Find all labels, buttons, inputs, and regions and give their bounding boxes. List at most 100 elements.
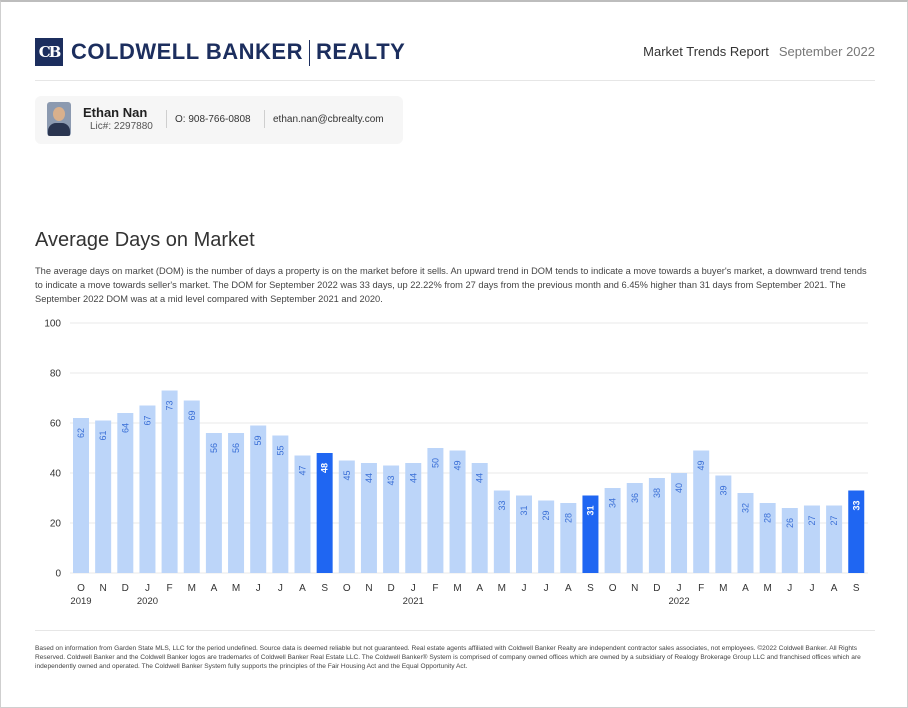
bar	[449, 450, 466, 573]
dom-bar-chart: 0 20 40 60 80 100 62 61 64 67 73 69 56 56 59 55 47 48 45 4…	[44, 319, 868, 607]
brand-divider	[308, 40, 310, 67]
bar-value-label: 33	[497, 501, 507, 511]
bar	[383, 465, 400, 573]
x-tick-label: A	[476, 583, 483, 594]
bar	[538, 500, 555, 573]
x-tick-label: J	[278, 583, 283, 594]
chart-grid: 0 20 40 60 80 100	[44, 319, 868, 580]
bar	[781, 508, 798, 573]
x-year-label: 2022	[668, 596, 689, 607]
bar-value-label: 49	[696, 461, 706, 471]
report-title: Market Trends Report	[643, 44, 769, 59]
x-tick-label: A	[299, 583, 306, 594]
agent-license: Lic#: 2297880	[90, 121, 153, 132]
agent-card: Ethan Nan Lic#: 2297880 O: 908-766-0808 …	[35, 96, 403, 144]
y-tick-label: 20	[50, 519, 62, 530]
bar-value-label: 43	[386, 476, 396, 486]
bar	[803, 505, 820, 573]
bar-value-label: 59	[253, 436, 263, 446]
bar-value-label: 48	[320, 463, 330, 473]
section-title: Average Days on Market	[35, 229, 255, 251]
bar-value-label: 31	[585, 506, 595, 516]
bar-value-label: 44	[408, 473, 418, 483]
bar-value-label: 67	[142, 416, 152, 426]
bar-value-label: 27	[829, 516, 839, 526]
x-tick-label: M	[498, 583, 506, 594]
x-tick-label: M	[232, 583, 240, 594]
x-tick-label: O	[343, 583, 351, 594]
bar-value-label: 69	[187, 411, 197, 421]
bar-value-label: 44	[475, 473, 485, 483]
x-tick-label: J	[256, 583, 261, 594]
bar	[360, 463, 377, 573]
x-tick-label: A	[742, 583, 749, 594]
avatar	[47, 102, 71, 136]
bar-value-label: 50	[430, 458, 440, 468]
bar	[161, 390, 178, 573]
bar-value-label: 40	[674, 483, 684, 493]
cb-logo-icon: CB	[35, 38, 63, 66]
bar-value-label: 55	[275, 446, 285, 456]
x-tick-label: J	[677, 583, 682, 594]
bar-value-label: 31	[519, 506, 529, 516]
chart-bars: 62 61 64 67 73 69 56 56 59 55 47 48 45 44 43 44 50 49 44 33…	[73, 390, 865, 573]
bar-value-label: 45	[342, 471, 352, 481]
x-tick-label: M	[763, 583, 771, 594]
bar-value-label: 73	[165, 401, 175, 411]
bar	[693, 450, 710, 573]
x-tick-label: N	[100, 583, 107, 594]
x-tick-label: M	[719, 583, 727, 594]
bar-value-label: 39	[718, 486, 728, 496]
x-tick-label: J	[411, 583, 416, 594]
chart-x-labels: O N D J F M A M J J A S O N D J F M A M J J A S O N D J F M A M J J A S 2019…	[70, 583, 859, 607]
bar	[139, 405, 156, 573]
x-tick-label: M	[453, 583, 461, 594]
bar-value-label: 64	[120, 423, 130, 433]
bar-value-label: 47	[298, 466, 308, 476]
bar-value-label: 28	[763, 513, 773, 523]
bar-value-label: 49	[453, 461, 463, 471]
agent-email[interactable]: ethan.nan@cbrealty.com	[273, 114, 384, 125]
y-tick-label: 80	[50, 369, 62, 380]
x-tick-label: A	[211, 583, 218, 594]
x-tick-label: S	[587, 583, 594, 594]
bar	[626, 483, 643, 573]
x-tick-label: D	[122, 583, 129, 594]
agent-divider	[166, 110, 167, 128]
x-tick-label: O	[77, 583, 85, 594]
footer-disclaimer: Based on information from Garden State M…	[35, 630, 875, 671]
y-tick-label: 60	[50, 419, 62, 430]
bar-highlight	[848, 490, 865, 573]
section-description: The average days on market (DOM) is the …	[35, 266, 867, 304]
y-tick-label: 0	[55, 569, 61, 580]
x-year-label: 2020	[137, 596, 158, 607]
bar-value-label: 27	[807, 516, 817, 526]
bar	[715, 475, 732, 573]
report-header: CB COLDWELL BANKER REALTY Market Trends R…	[35, 36, 875, 81]
x-tick-label: J	[544, 583, 549, 594]
bar	[117, 413, 134, 573]
bar	[493, 490, 510, 573]
bar-value-label: 56	[231, 443, 241, 453]
bar	[560, 503, 577, 573]
bar	[759, 503, 776, 573]
bar-value-label: 34	[608, 498, 618, 508]
bar-value-label: 62	[76, 428, 86, 438]
x-tick-label: S	[321, 583, 328, 594]
bar	[250, 425, 267, 573]
x-tick-label: S	[853, 583, 860, 594]
bar	[427, 448, 444, 573]
x-tick-label: O	[609, 583, 617, 594]
bar-value-label: 61	[98, 431, 108, 441]
x-tick-label: D	[653, 583, 660, 594]
agent-phone[interactable]: O: 908-766-0808	[175, 114, 251, 125]
bar	[272, 435, 289, 573]
bar	[648, 478, 665, 573]
x-tick-label: F	[167, 583, 173, 594]
x-year-label: 2021	[403, 596, 424, 607]
agent-divider	[264, 110, 265, 128]
bar-value-label: 32	[741, 503, 751, 513]
bar	[205, 433, 222, 573]
bar-value-label: 38	[652, 488, 662, 498]
bar-highlight	[316, 453, 333, 573]
